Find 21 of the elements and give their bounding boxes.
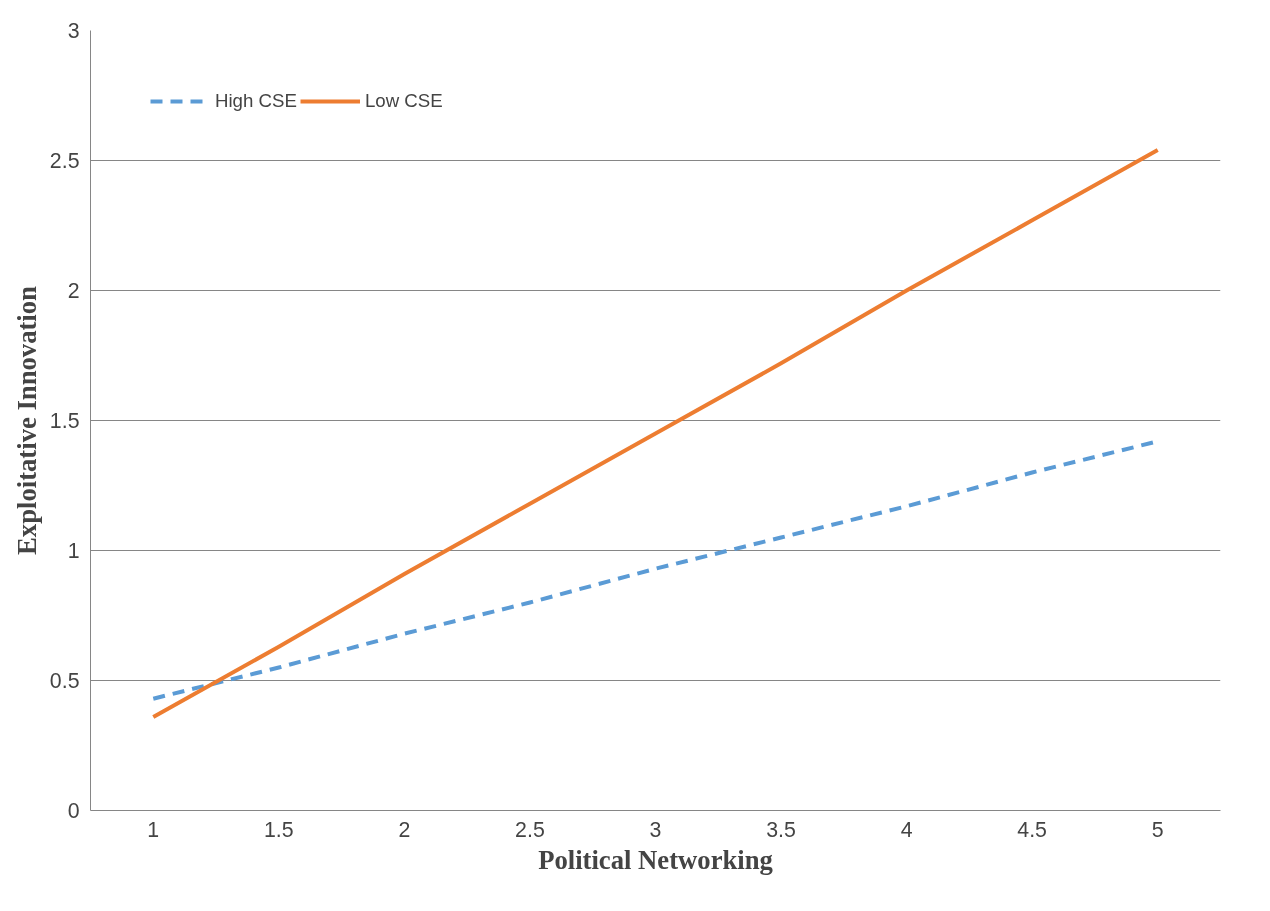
x-tick-label: 4.5 — [1017, 817, 1047, 842]
x-tick-label: 2.5 — [515, 817, 545, 842]
y-tick-label: 2.5 — [49, 149, 80, 173]
y-tick-label: 0.5 — [49, 669, 80, 693]
x-tick-label: 3.5 — [766, 817, 796, 842]
y-tick-label: 3 — [67, 19, 80, 43]
line-series — [151, 148, 1160, 719]
x-tick-label: 4 — [900, 817, 913, 842]
x-tick-label: 1 — [147, 817, 160, 842]
x-axis-title: Political Networking — [538, 844, 774, 875]
y-tick-label: 1.5 — [49, 409, 80, 433]
x-tick-label: 1.5 — [264, 817, 294, 842]
x-tick-label: 2 — [398, 817, 411, 842]
y-tick-label: 1 — [67, 539, 80, 563]
x-tick-label: 5 — [1151, 817, 1164, 842]
y-tick-label: 0 — [67, 799, 80, 823]
y-axis-title: Exploitative Innovation — [11, 285, 42, 555]
legend-label: High CSE — [215, 90, 297, 112]
x-tick-label: 3 — [649, 817, 662, 842]
y-tick-label: 2 — [67, 279, 80, 303]
legend-label: Low CSE — [364, 90, 443, 112]
